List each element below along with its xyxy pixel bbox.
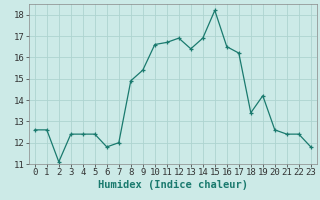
X-axis label: Humidex (Indice chaleur): Humidex (Indice chaleur)	[98, 180, 248, 190]
